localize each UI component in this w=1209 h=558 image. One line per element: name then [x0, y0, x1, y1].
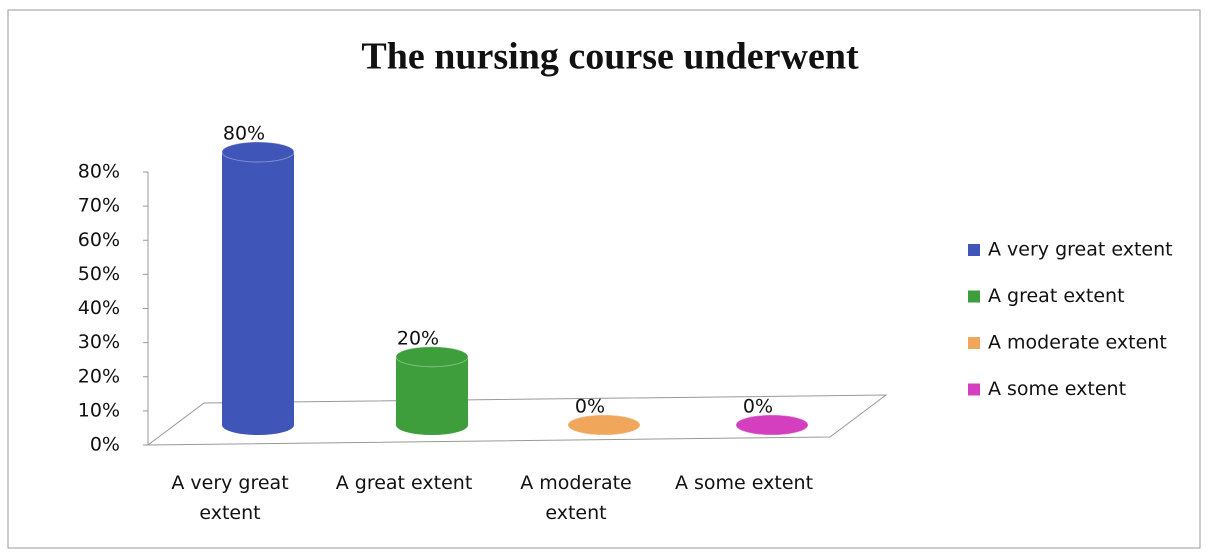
y-tick-label: 20% — [78, 365, 120, 387]
y-tick-label: 30% — [78, 331, 120, 353]
bar-top — [221, 141, 295, 163]
x-tick-label: A great extent — [335, 472, 473, 494]
x-tick-label: A some extent — [674, 472, 814, 494]
chart-title: The nursing course underwent — [361, 36, 859, 78]
legend-label: A great extent — [988, 285, 1125, 307]
y-tick-label: 60% — [78, 229, 120, 251]
bar-top — [395, 346, 469, 368]
legend-label: A very great extent — [988, 239, 1173, 261]
legend-swatch — [968, 290, 980, 303]
x-tick-label: A very great extent — [171, 472, 289, 524]
y-tick-label: 10% — [78, 399, 120, 421]
legend-swatch — [968, 383, 980, 396]
bar — [396, 356, 468, 425]
data-label: 80% — [223, 123, 265, 145]
bar — [222, 152, 294, 425]
y-tick-label: 50% — [78, 263, 120, 285]
floor — [146, 394, 888, 446]
data-label: 0% — [743, 396, 773, 418]
legend-label: A some extent — [988, 378, 1126, 400]
data-label: 0% — [575, 396, 605, 418]
bar-top — [567, 414, 641, 436]
data-label: 20% — [397, 327, 439, 349]
y-tick-label: 40% — [78, 297, 120, 319]
y-tick-label: 70% — [78, 195, 120, 217]
bar-top — [735, 414, 809, 436]
legend-label: A moderate extent — [988, 332, 1167, 354]
chart-border — [7, 9, 1201, 549]
legend-swatch — [968, 244, 980, 256]
y-tick-label: 0% — [90, 434, 120, 456]
legend-swatch — [968, 337, 980, 349]
y-tick-label: 80% — [78, 161, 120, 183]
x-tick-label: A moderate extent — [520, 472, 632, 524]
